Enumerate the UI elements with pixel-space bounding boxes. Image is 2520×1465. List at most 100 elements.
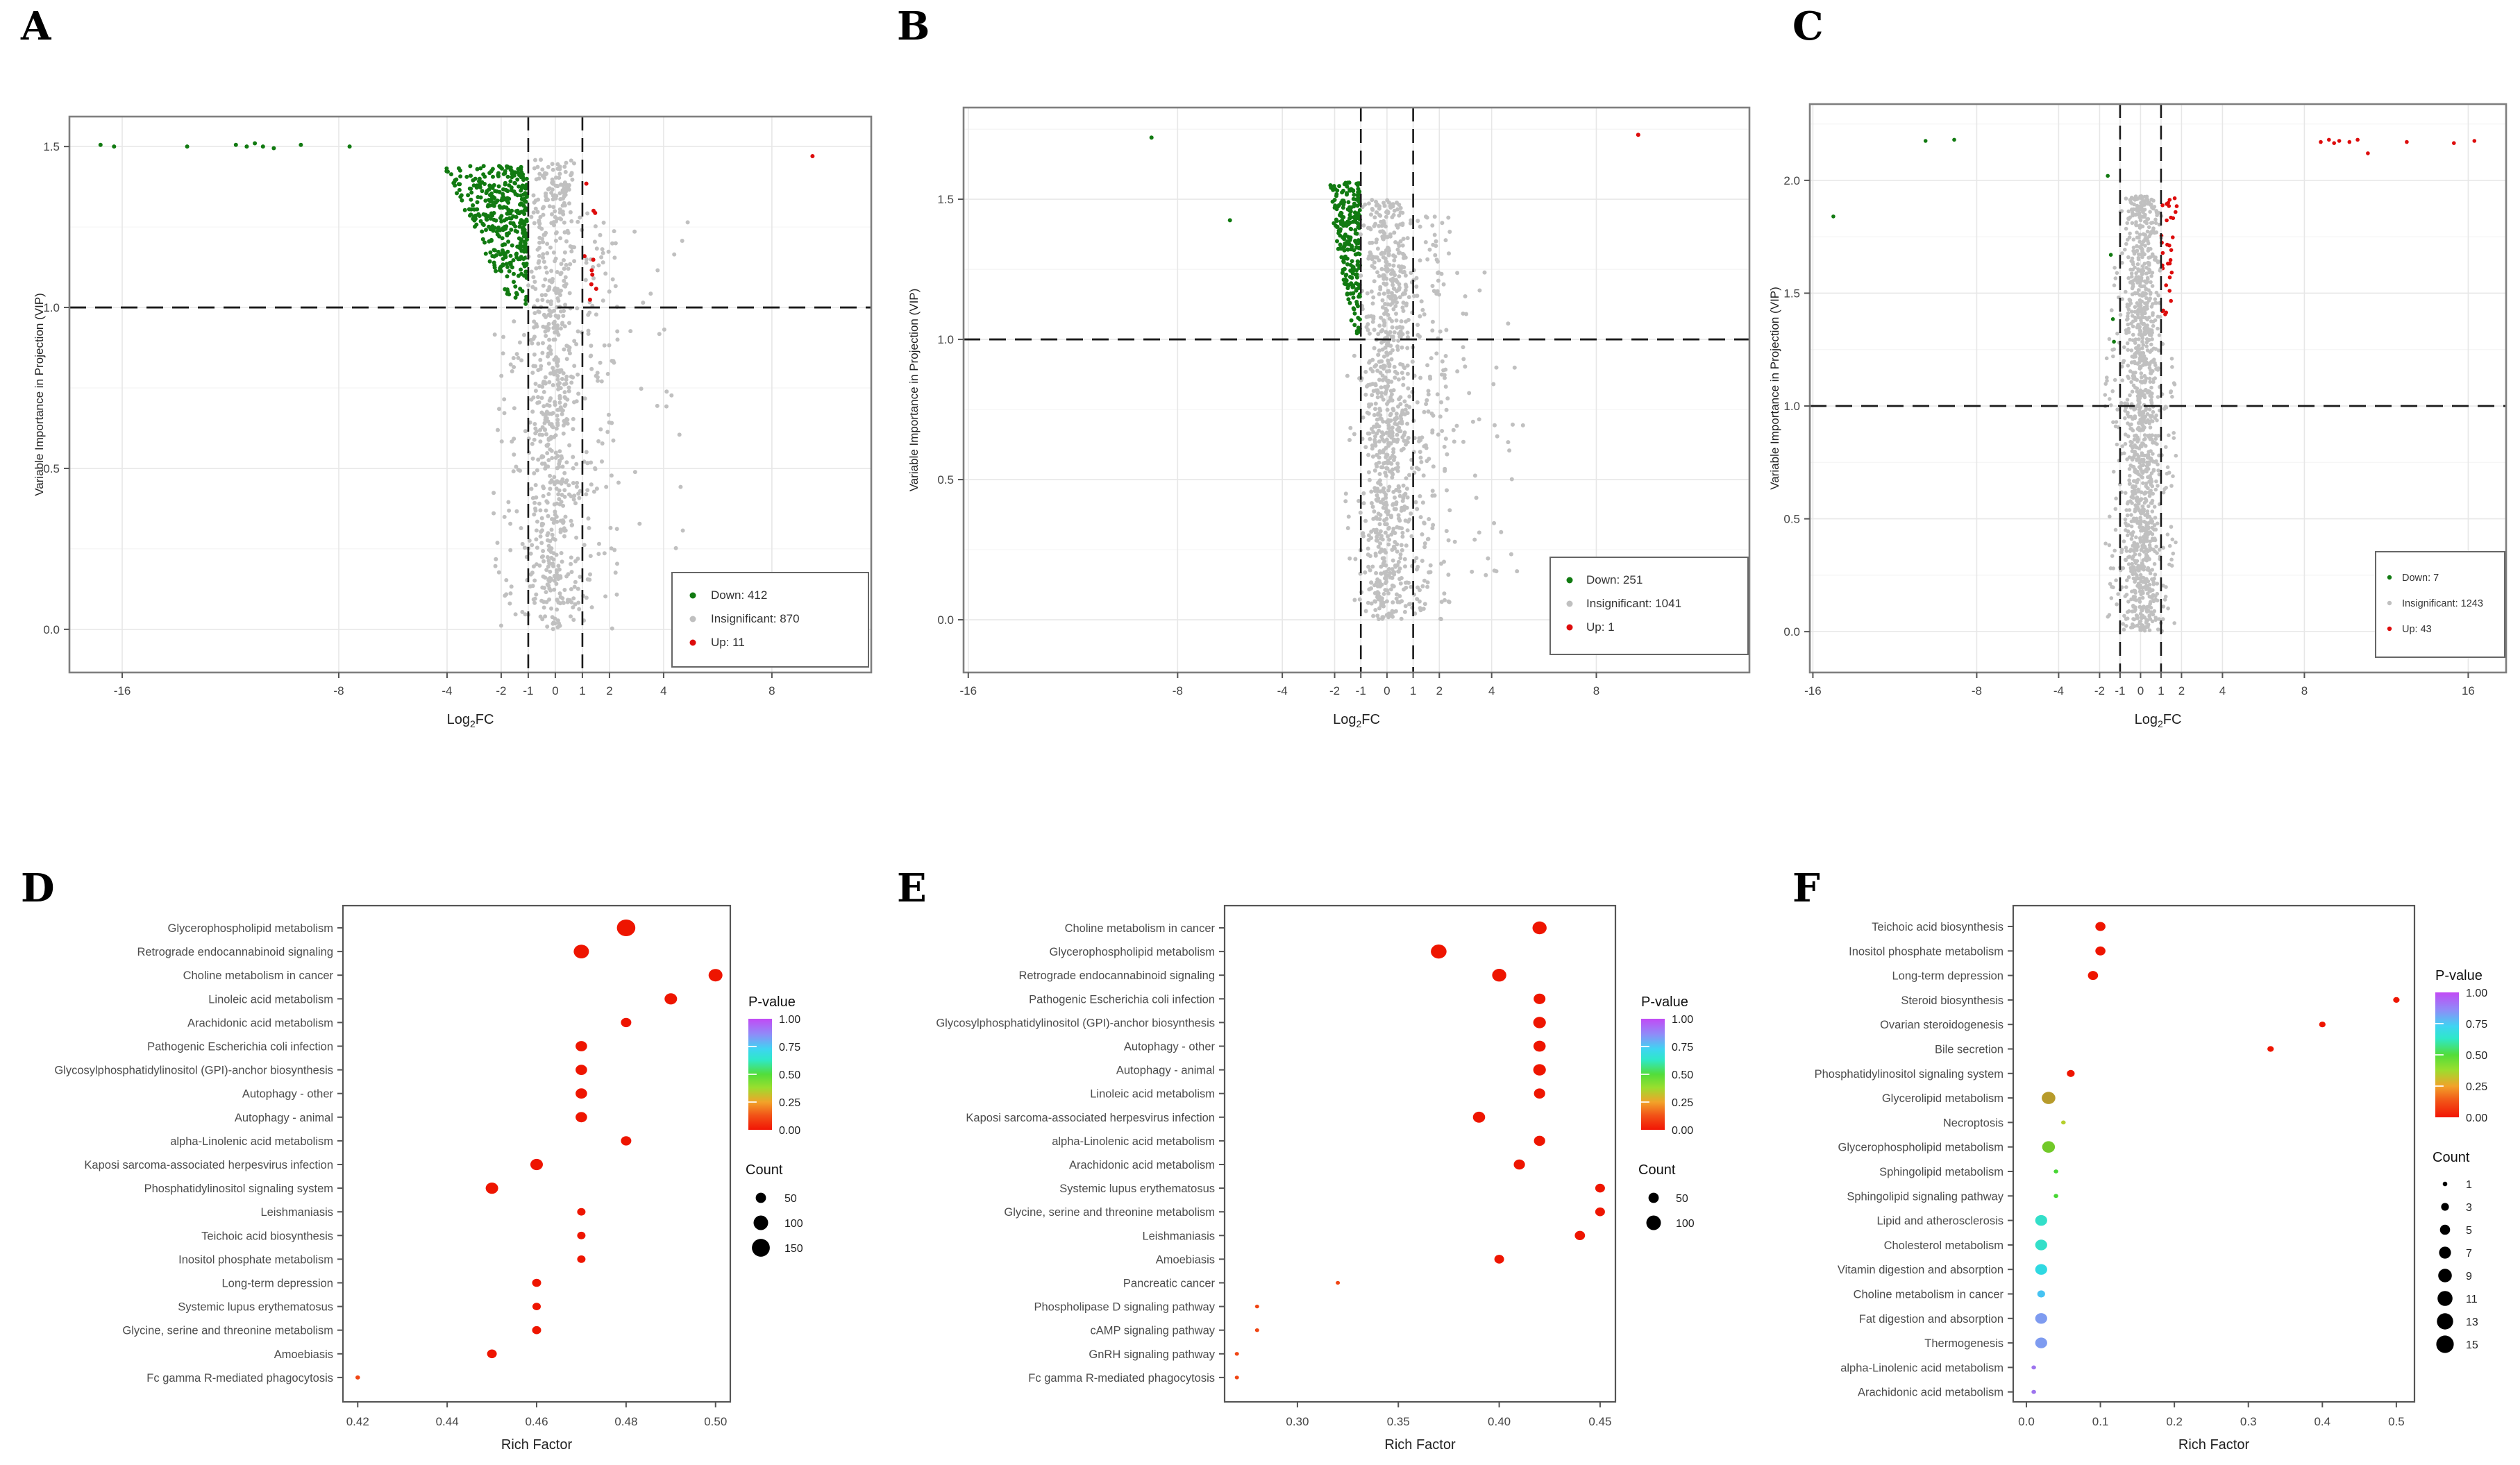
svg-text:Inositol phosphate metabolism: Inositol phosphate metabolism	[1849, 945, 2004, 958]
svg-text:Phosphatidylinositol signaling: Phosphatidylinositol signaling system	[1815, 1068, 2004, 1081]
svg-text:Glycosylphosphatidylinositol (: Glycosylphosphatidylinositol (GPI)-ancho…	[936, 1017, 1215, 1029]
svg-text:0.0: 0.0	[1783, 625, 1800, 638]
svg-text:Long-term depression: Long-term depression	[221, 1278, 333, 1290]
svg-text:50: 50	[1676, 1193, 1688, 1205]
svg-text:0.0: 0.0	[43, 623, 60, 636]
svg-text:5: 5	[2466, 1225, 2472, 1237]
svg-text:Variable Importance in Project: Variable Importance in Projection (VIP)	[907, 289, 921, 492]
svg-text:Down: 7: Down: 7	[2402, 573, 2439, 584]
svg-text:Vitamin digestion and absorpti: Vitamin digestion and absorption	[1838, 1264, 2004, 1276]
svg-text:0.44: 0.44	[436, 1415, 459, 1428]
svg-text:Down: 251: Down: 251	[1586, 573, 1643, 586]
svg-text:2.0: 2.0	[1783, 174, 1800, 187]
svg-text:Autophagy - animal: Autophagy - animal	[1116, 1065, 1215, 1077]
volcano-chart-b: -16 -8 -4 -2 -1 0 1 2 4 8 0.0 0.5 1.0 1.5 Log2FC Variab…	[907, 106, 1751, 729]
svg-text:1.00: 1.00	[2466, 988, 2487, 999]
svg-text:0.50: 0.50	[1672, 1069, 1693, 1081]
svg-text:0.2: 0.2	[2166, 1415, 2183, 1428]
svg-text:Bile secretion: Bile secretion	[1935, 1044, 2004, 1056]
svg-text:-2: -2	[1329, 684, 1340, 697]
svg-text:Leishmaniasis: Leishmaniasis	[260, 1206, 333, 1219]
svg-text:P-value: P-value	[1641, 994, 1688, 1010]
svg-text:0.40: 0.40	[1488, 1415, 1511, 1428]
svg-text:7: 7	[2466, 1248, 2472, 1260]
svg-text:Fc gamma R-mediated phagocytos: Fc gamma R-mediated phagocytosis	[1028, 1372, 1215, 1384]
svg-text:8: 8	[768, 684, 775, 697]
svg-text:Up: 43: Up: 43	[2402, 624, 2432, 635]
bubble-chart-d: Glycerophospholipid metabolism Retrograde…	[54, 904, 803, 1453]
svg-text:2: 2	[606, 684, 612, 697]
svg-text:0.75: 0.75	[1672, 1042, 1693, 1053]
svg-text:Systemic lupus erythematosus: Systemic lupus erythematosus	[178, 1301, 333, 1314]
svg-text:Amoebiasis: Amoebiasis	[274, 1348, 333, 1361]
svg-text:0.1: 0.1	[2092, 1415, 2109, 1428]
svg-text:1: 1	[579, 684, 585, 697]
svg-text:0.00: 0.00	[1672, 1125, 1693, 1137]
svg-text:Sphingolipid signaling pathway: Sphingolipid signaling pathway	[1847, 1190, 2004, 1203]
svg-text:Thermogenesis: Thermogenesis	[1924, 1337, 2004, 1350]
svg-text:8: 8	[1593, 684, 1599, 697]
svg-text:0.45: 0.45	[1588, 1415, 1611, 1428]
svg-text:Arachidonic acid metabolism: Arachidonic acid metabolism	[1069, 1159, 1215, 1171]
svg-text:Variable Importance in Project: Variable Importance in Projection (VIP)	[33, 293, 46, 496]
svg-text:Pathogenic Escherichia coli in: Pathogenic Escherichia coli infection	[147, 1041, 333, 1053]
panel-f-bubble-plot: Teichoic acid biosynthesis Inositol phosp…	[1777, 867, 2520, 1461]
svg-text:Cholesterol metabolism: Cholesterol metabolism	[1884, 1239, 2004, 1252]
svg-text:16: 16	[2462, 684, 2475, 697]
svg-text:2: 2	[2178, 684, 2185, 697]
svg-text:Kaposi sarcoma-associated herp: Kaposi sarcoma-associated herpesvirus in…	[966, 1112, 1215, 1124]
svg-text:100: 100	[784, 1218, 803, 1230]
svg-text:P-value: P-value	[2435, 968, 2483, 983]
svg-text:0.4: 0.4	[2314, 1415, 2330, 1428]
svg-text:alpha-Linolenic acid metabolis: alpha-Linolenic acid metabolism	[1052, 1135, 1215, 1148]
svg-text:0.50: 0.50	[2466, 1050, 2487, 1062]
svg-text:Rich Factor: Rich Factor	[1384, 1437, 1456, 1453]
svg-text:0.00: 0.00	[2466, 1112, 2487, 1124]
svg-text:-4: -4	[2053, 684, 2064, 697]
panel-label-b: B	[897, 3, 930, 49]
svg-text:Teichoic acid biosynthesis: Teichoic acid biosynthesis	[201, 1230, 333, 1242]
svg-text:Phospholipase D signaling path: Phospholipase D signaling pathway	[1034, 1301, 1215, 1314]
svg-text:13: 13	[2466, 1316, 2478, 1328]
svg-text:Sphingolipid metabolism: Sphingolipid metabolism	[1879, 1166, 2004, 1178]
svg-text:0.0: 0.0	[2018, 1415, 2035, 1428]
svg-text:Inositol phosphate metabolism: Inositol phosphate metabolism	[178, 1253, 333, 1266]
svg-text:Choline metabolism in cancer: Choline metabolism in cancer	[183, 969, 334, 982]
svg-text:Kaposi sarcoma-associated herp: Kaposi sarcoma-associated herpesvirus in…	[84, 1159, 333, 1171]
svg-text:Retrograde endocannabinoid sig: Retrograde endocannabinoid signaling	[1018, 969, 1215, 982]
svg-text:GnRH signaling pathway: GnRH signaling pathway	[1089, 1348, 1215, 1361]
svg-text:Rich Factor: Rich Factor	[501, 1437, 573, 1453]
svg-text:0.25: 0.25	[1672, 1097, 1693, 1109]
svg-text:Necroptosis: Necroptosis	[1943, 1117, 2004, 1129]
volcano-chart-a: -16 -8 -4 -2 -1 0 1 2 4 8 0.0 0.5 1.0 1.5 Log2FC Variab…	[33, 115, 873, 729]
bubble-chart-f: Teichoic acid biosynthesis Inositol phosp…	[1815, 904, 2487, 1453]
svg-text:-4: -4	[442, 684, 452, 697]
svg-text:Insignificant: 870: Insignificant: 870	[711, 612, 800, 625]
svg-text:Choline metabolism in cancer: Choline metabolism in cancer	[1065, 922, 1216, 935]
svg-text:0.30: 0.30	[1286, 1415, 1309, 1428]
svg-text:-16: -16	[1804, 684, 1822, 697]
svg-text:1: 1	[1410, 684, 1416, 697]
panel-label-d: D	[21, 865, 55, 911]
svg-text:0: 0	[2137, 684, 2144, 697]
svg-text:Glycerophospholipid metabolism: Glycerophospholipid metabolism	[1050, 946, 1215, 958]
svg-text:3: 3	[2466, 1202, 2472, 1214]
svg-text:0.75: 0.75	[779, 1042, 800, 1053]
svg-text:1.00: 1.00	[779, 1014, 800, 1026]
svg-text:0.46: 0.46	[525, 1415, 548, 1428]
svg-text:0.35: 0.35	[1387, 1415, 1410, 1428]
panel-a-volcano-plot: -16 -8 -4 -2 -1 0 1 2 4 8 0.0 0.5 1.0 1.5 Log2FC Variab…	[28, 21, 882, 750]
panel-c-volcano-plot: -16 -8 -4 -2 -1 0 1 2 4 8 16 0.0 0.5 1.0 1.5 2.0 Log2FC V…	[1763, 21, 2520, 750]
svg-text:1: 1	[2158, 684, 2164, 697]
svg-text:Down: 412: Down: 412	[711, 588, 767, 602]
svg-text:Up: 1: Up: 1	[1586, 620, 1615, 634]
svg-text:Long-term depression: Long-term depression	[1892, 970, 2004, 983]
svg-text:50: 50	[784, 1193, 797, 1205]
svg-text:1.0: 1.0	[1783, 400, 1800, 413]
svg-text:cAMP signaling pathway: cAMP signaling pathway	[1091, 1325, 1216, 1337]
svg-text:0.5: 0.5	[2388, 1415, 2405, 1428]
svg-text:11: 11	[2466, 1294, 2478, 1305]
svg-text:15: 15	[2466, 1339, 2478, 1351]
svg-text:0.25: 0.25	[779, 1097, 800, 1109]
svg-text:Arachidonic acid metabolism: Arachidonic acid metabolism	[1858, 1387, 2004, 1399]
